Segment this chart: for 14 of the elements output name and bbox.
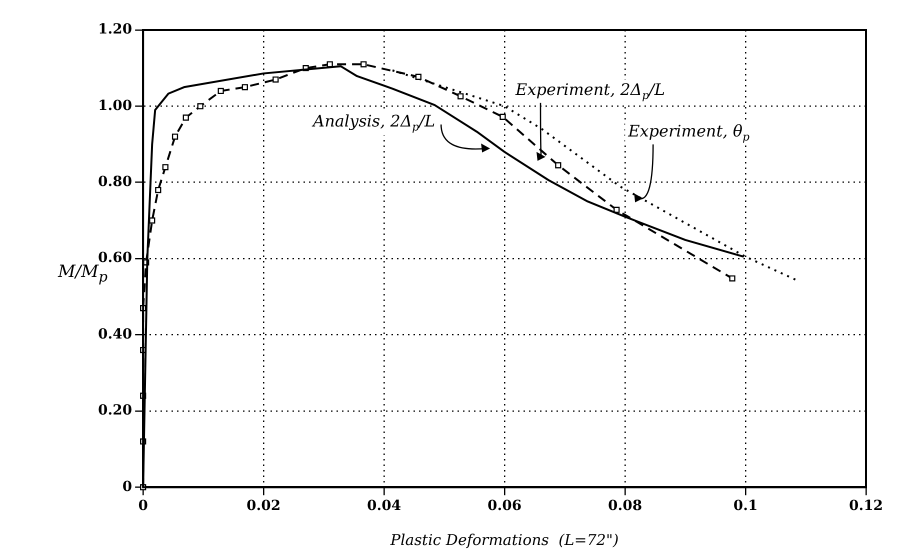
y-tick-label: 1.00 bbox=[98, 98, 132, 114]
y-tick-label: 0.40 bbox=[98, 326, 132, 342]
x-tick-label: 0 bbox=[138, 498, 148, 514]
y-tick-label: 0.20 bbox=[98, 402, 132, 419]
x-tick-label: 0.1 bbox=[733, 498, 758, 514]
x-tick-label: 0.06 bbox=[487, 498, 522, 514]
x-tick-label: 0.08 bbox=[608, 498, 642, 514]
y-tick-label: 1.20 bbox=[98, 22, 132, 38]
y-tick-label: 0 bbox=[122, 478, 132, 495]
x-axis-title: Plastic Deformations (L=72") bbox=[389, 530, 619, 549]
x-tick-label: 0.04 bbox=[367, 498, 402, 514]
y-tick-label: 0.80 bbox=[98, 174, 132, 190]
x-tick-label: 0.12 bbox=[848, 498, 884, 514]
x-tick-label: 0.02 bbox=[246, 498, 281, 514]
